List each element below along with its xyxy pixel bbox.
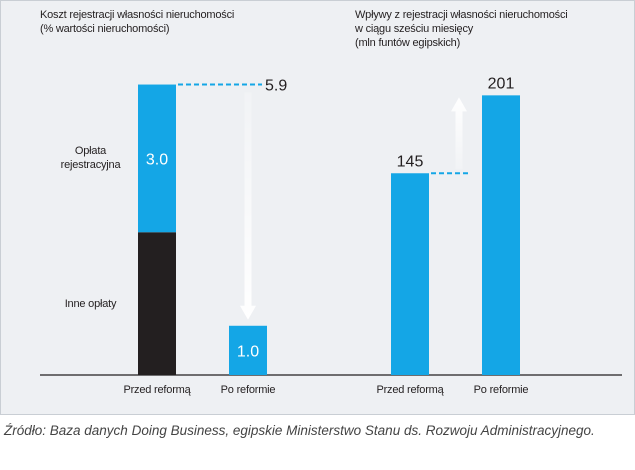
legend-label: Inne opłaty (64, 297, 117, 310)
legend-label: Opłata rejestracyjna (60, 145, 121, 172)
subtitle: (% wartości nieruchomości) (40, 23, 170, 35)
x-tick-label: Przed reformą (376, 384, 444, 396)
value-label: 3.0 (146, 151, 168, 168)
bar-segment (482, 95, 520, 375)
x-tick-label: Przed reformą (123, 384, 191, 396)
arrow (240, 92, 256, 320)
bar-segment (138, 84, 176, 233)
total-label: 5.9 (265, 78, 287, 95)
x-tick-label: Po reformie (220, 384, 276, 396)
bar-segment (138, 232, 176, 375)
x-tick-label: Po reformie (473, 384, 529, 396)
value-label: 1.0 (237, 343, 259, 360)
arrow (451, 97, 467, 170)
value-label: 201 (488, 75, 515, 92)
value-label: 145 (397, 153, 424, 170)
chart-title: Wpływy z rejestracji własności nieruchom… (355, 8, 573, 50)
chart-title: Koszt rejestracji własności nieruchomośc… (40, 8, 300, 36)
bar-segment (229, 325, 267, 375)
subtitle: (mln funtów egipskich) (355, 37, 461, 49)
title: Wpływy z rejestracji własności nieruchom… (355, 9, 568, 35)
source-note: Źródło: Baza danych Doing Business, egip… (4, 423, 595, 438)
bar-segment (391, 173, 429, 375)
title: Koszt rejestracji własności nieruchomośc… (40, 9, 235, 21)
chart-panel (0, 0, 635, 415)
